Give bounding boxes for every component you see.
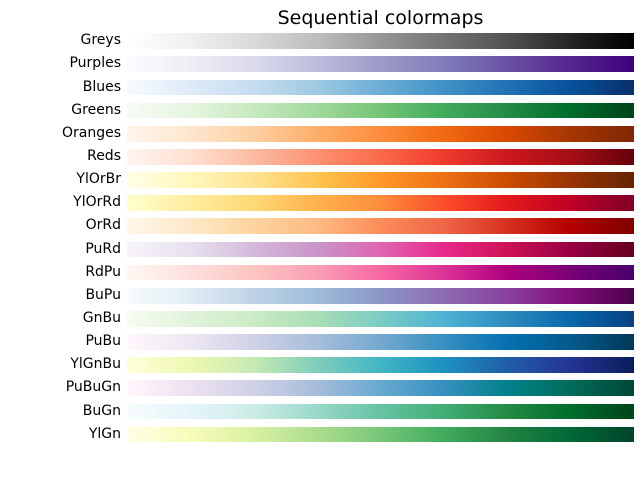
colormap-row: Reds bbox=[0, 148, 640, 165]
colormap-gradient-bar bbox=[127, 287, 634, 304]
colormap-label: Oranges bbox=[61, 124, 121, 141]
colormap-row: YlGnBu bbox=[0, 357, 640, 373]
colormap-gradient-bar bbox=[127, 33, 634, 49]
colormap-gradient-bar bbox=[127, 195, 634, 211]
colormap-row: Oranges bbox=[0, 124, 640, 142]
colormap-label: Blues bbox=[82, 78, 121, 95]
colormap-gradient-bar bbox=[127, 357, 634, 373]
colormap-label: Greys bbox=[80, 32, 122, 49]
colormap-gradient-bar bbox=[127, 403, 634, 420]
colormap-row: BuGn bbox=[0, 402, 640, 420]
colormap-gradient-bar bbox=[127, 264, 634, 281]
colormap-row: BuPu bbox=[0, 286, 640, 304]
colormap-row: YlOrBr bbox=[0, 171, 640, 188]
colormap-gradient-bar bbox=[127, 79, 634, 96]
colormap-gradient-bar bbox=[127, 56, 634, 73]
colormap-label: YlOrRd bbox=[73, 194, 121, 211]
colormap-label: Purples bbox=[69, 55, 121, 72]
colormap-label: YlOrBr bbox=[76, 171, 121, 188]
colormap-row: OrRd bbox=[0, 217, 640, 235]
colormap-label: YlGnBu bbox=[70, 356, 121, 373]
colormap-label: GnBu bbox=[82, 309, 121, 326]
colormap-row: PuBuGn bbox=[0, 379, 640, 397]
colormap-label: BuGn bbox=[82, 402, 121, 419]
colormap-row: YlOrRd bbox=[0, 195, 640, 211]
colormap-gradient-bar bbox=[127, 102, 634, 119]
colormap-label: YlGn bbox=[88, 425, 121, 442]
colormap-label: BuPu bbox=[85, 286, 121, 303]
colormap-row: PuBu bbox=[0, 333, 640, 350]
colormap-gradient-bar bbox=[127, 125, 634, 142]
colormap-label: PuRd bbox=[85, 240, 121, 257]
colormap-gradient-bar bbox=[127, 380, 634, 397]
colormap-row: PuRd bbox=[0, 240, 640, 258]
colormap-row: GnBu bbox=[0, 309, 640, 327]
colormap-gradient-bar bbox=[127, 172, 634, 188]
colormap-label: OrRd bbox=[85, 217, 121, 234]
colormap-gradient-bar bbox=[127, 149, 634, 165]
colormap-gradient-bar bbox=[127, 310, 634, 327]
colormap-label: Greens bbox=[71, 101, 121, 118]
colormap-row: Greys bbox=[0, 33, 640, 49]
colormap-row: RdPu bbox=[0, 263, 640, 281]
colormap-label: RdPu bbox=[85, 263, 121, 280]
colormap-label: PuBuGn bbox=[65, 379, 121, 396]
colormap-label: Reds bbox=[87, 148, 121, 164]
colormap-gradient-bar bbox=[127, 218, 634, 235]
colormap-gradient-bar bbox=[127, 334, 634, 350]
colormap-label: PuBu bbox=[85, 333, 121, 350]
colormap-row: Blues bbox=[0, 78, 640, 96]
chart-title: Sequential colormaps bbox=[277, 7, 484, 29]
colormap-row: Greens bbox=[0, 101, 640, 119]
colormap-row: Purples bbox=[0, 55, 640, 73]
colormap-gradient-bar bbox=[127, 241, 634, 258]
colormap-row: YlGn bbox=[0, 425, 640, 443]
colormap-gradient-bar bbox=[127, 426, 634, 443]
